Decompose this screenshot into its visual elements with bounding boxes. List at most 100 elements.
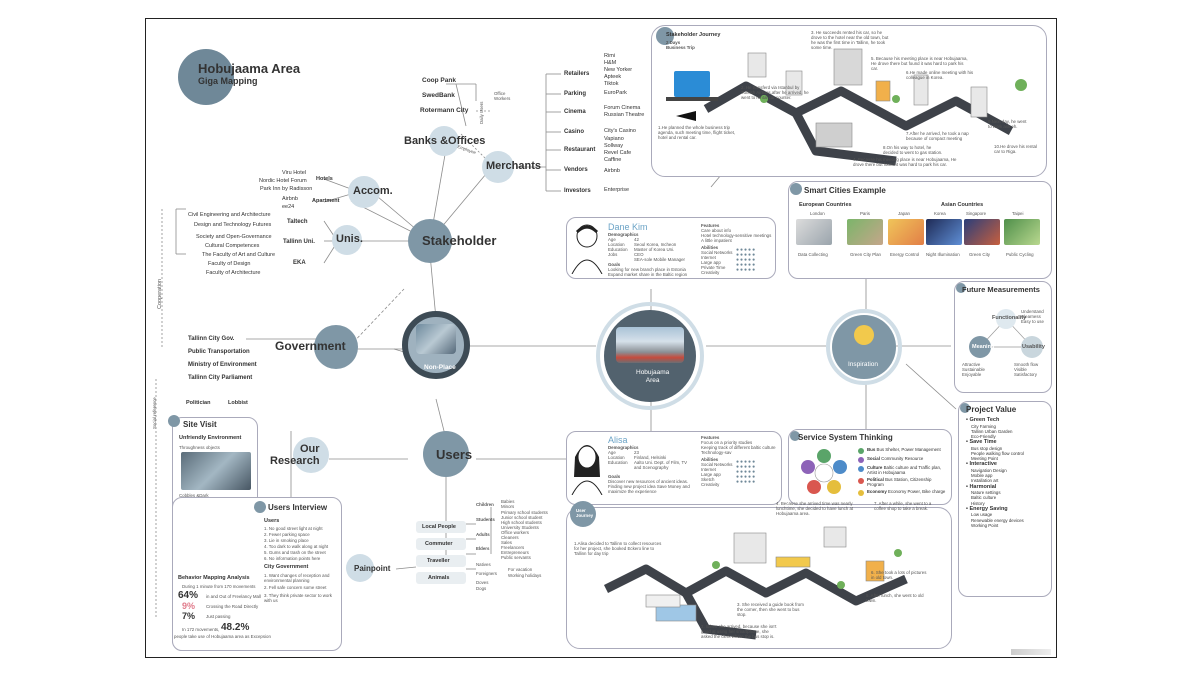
journey-step-7: 7.After he arrived, he took a nap becaus… [906, 131, 969, 141]
value-item: Baltic culture [971, 495, 997, 501]
stat-2-text: Crossing the Road Directly [206, 604, 259, 609]
vendors-1: Airbnb [604, 168, 620, 174]
painpoint-hub [346, 554, 374, 582]
stat-3-pct: 7% [182, 611, 196, 621]
alisa-avatar-icon [571, 445, 603, 495]
parking-1: EuroPark [604, 90, 627, 96]
casino-1: City's Casino [604, 128, 636, 134]
service-item: Political Bus Station, Citizenship Progr… [858, 477, 948, 487]
uj-step-2: 2. When she arrived, because she isn't g… [701, 624, 777, 639]
value-dot [960, 403, 970, 413]
animals-1: Doves [476, 580, 489, 585]
stakeholder-hub-label: Stakeholder [422, 233, 497, 248]
value-item: Low usage [971, 512, 993, 518]
value-item: History [971, 500, 985, 506]
dane-demo-label: Demographics [608, 232, 639, 237]
segment-local: Local People [422, 524, 456, 530]
city-paris: Paris [860, 211, 871, 216]
hotel-3: Park Inn by Radisson [260, 186, 313, 192]
user-journey-panel [566, 507, 952, 649]
alisa-goals: Discover new resources of ancient ideas.… [608, 479, 690, 494]
stat-1-text: in and Out of Freelancy Mall [206, 594, 261, 599]
accom-hub [348, 176, 380, 208]
dane-ability-5: Creativity [701, 270, 720, 275]
interview-city-1: 1. Want changes of reception and environ… [264, 573, 330, 583]
site-visit-dot [168, 415, 180, 427]
merch-cat-vendors: Vendors [564, 167, 588, 173]
interview-user-3: 3. Lie in smoking place [264, 538, 309, 543]
children-1: Babies [501, 499, 515, 504]
retailer-5: Tiktok [604, 81, 619, 87]
future-title: Future Measurements [962, 285, 1040, 294]
unis-hub-label: Unis. [336, 233, 363, 245]
value-item: Installation art [971, 478, 999, 484]
dane-ability-dots: ●●●●● ●●●●● ●●●●● ●●●●● ●●●●● [736, 247, 757, 273]
uni-tallinn: Tallinn Uni. [283, 239, 315, 245]
behavior-sub: During 1 minute from 170 movements [182, 584, 256, 589]
value-item: Bus stop design [971, 445, 1003, 451]
adults-1: Office workers [501, 530, 529, 535]
gov-item-3: Ministry of Environment [188, 362, 257, 368]
future-triangle [969, 309, 1043, 358]
alisa-features-label: Features [701, 435, 720, 440]
value-group-2: • Interactive [966, 461, 997, 468]
behavior-label: Behavior Mapping Analysis [178, 575, 250, 581]
traveller-2: Foreigners [476, 571, 497, 576]
non-place-photo [416, 324, 456, 354]
traveller-note-2: Working holidays [508, 573, 542, 578]
interview-user-5: 5. Gums and trash on the street [264, 550, 326, 555]
apartment-1: Airbnb [282, 196, 298, 202]
value-item: Navigation Design [971, 468, 1007, 473]
value-item: Meeting Point [971, 456, 998, 462]
unis-hub [332, 225, 362, 255]
future-meaning: Meaning [972, 344, 995, 350]
government-hub [314, 325, 358, 369]
users-hub-label: Users [436, 447, 473, 462]
journey-step-10: 10.He drove his rental car to Riga. [994, 144, 1037, 154]
service-list: Bus Bus Shelter, Power Management Social … [858, 447, 948, 498]
smart-dot [790, 183, 802, 195]
value-item: Renewable energy devices [971, 517, 1024, 523]
value-item: Mobile app [971, 473, 993, 479]
hobujaama-label: Hobujaama Area [636, 369, 670, 384]
dane-demo-3-v: Master of Korea Uni. [634, 247, 675, 252]
research-hub-label: Our Research [270, 443, 320, 467]
service-dot [790, 431, 800, 441]
students-4: University Students [501, 525, 539, 530]
journey-step-2: 2. He transferd via Istanbul by Turkish … [741, 85, 809, 100]
alisa-goals-label: Goals [608, 474, 621, 479]
service-dot-icon [858, 478, 864, 484]
interview-city-3: 3. They think private sector to work wit… [264, 593, 333, 603]
users-hub [423, 431, 469, 477]
users-adults: Adults [476, 532, 490, 537]
research-hub [293, 437, 329, 473]
investors-1: Enterprise [604, 187, 630, 193]
service-item: Social Community Resource [858, 456, 948, 463]
hotel-2: Nordic Hotel Forum [259, 178, 307, 184]
journey-sub: 2 Days Business Trip [666, 40, 695, 50]
user-segments [416, 521, 468, 593]
value-item: Working Point [971, 522, 999, 528]
dane-feature-3: A little impatient [701, 238, 732, 243]
uni-eka: EKA [293, 260, 306, 266]
service-text: Social Community Resource [867, 456, 924, 461]
value-title: Project Value [966, 405, 1017, 414]
merchants-hub-label: Merchants [486, 160, 542, 172]
dane-abilities-label: Abilities [701, 245, 719, 250]
program-4: Cultural Competences [205, 243, 260, 249]
dane-name: Dane Kim [608, 222, 648, 232]
stat-2-pct: 9% [182, 601, 196, 611]
cinema-1: Forum Cinema [604, 105, 641, 111]
site-photo-1 [181, 452, 251, 490]
connector-lines [155, 73, 957, 619]
journey-title: Stakeholder Journey [666, 32, 721, 38]
alisa-ability-dots: ●●●●● ●●●●● ●●●●● ●●●●● ●●●●● [736, 459, 757, 485]
user-journey-title: User Journey [576, 508, 594, 518]
merch-cat-parking: Parking [564, 91, 587, 97]
restaurant-3: Revel Cafe [604, 150, 632, 156]
dane-ability-1: Social Networks [701, 250, 733, 255]
program-1: Civil Engineering and Architecture [188, 212, 271, 218]
alisa-feature-3: Technology-sav [701, 450, 732, 455]
thumb-paris [847, 219, 883, 245]
service-dot-icon [858, 448, 864, 454]
